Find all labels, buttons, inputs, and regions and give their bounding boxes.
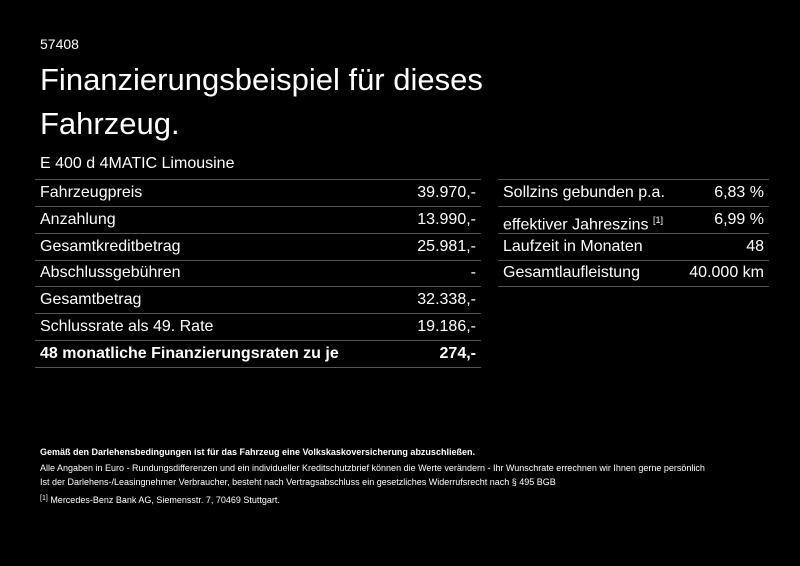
row-label: Anzahlung [40, 210, 116, 228]
code: 57408 [40, 36, 79, 52]
table-row: Fahrzeugpreis 39.970,- [35, 180, 481, 207]
row-value: 40.000 km [689, 264, 764, 282]
row-label: Abschlussgebühren [40, 264, 181, 282]
row-label: Fahrzeugpreis [40, 184, 143, 201]
row-label: 48 monatliche Finanzierungsraten zu je [40, 344, 339, 362]
table-top-line [498, 179, 769, 180]
row-value: 25.981,- [417, 237, 476, 255]
footnote: [1] Mercedes-Benz Bank AG, Siemensstr. 7… [40, 495, 280, 505]
table-row: Schlussrate als 49. Rate 19.186,- [35, 314, 481, 341]
footer-text: Alle Angaben in Euro - Rundungsdifferenz… [40, 463, 705, 473]
title: Finanzierungsbeispiel für dieses [40, 62, 483, 97]
row-label-wrap: Laufzeit in Monaten [503, 234, 643, 260]
footnote-text: Mercedes-Benz Bank AG, Siemensstr. 7, 70… [50, 495, 280, 505]
table-row: Gesamtbetrag 32.338,- [35, 287, 481, 315]
row-label: Gesamtkreditbetrag [40, 237, 181, 255]
row-label-wrap: Gesamtlaufleistung [503, 260, 640, 286]
footnote-marker: [1] [40, 495, 48, 502]
row-label: Laufzeit in Monaten [503, 237, 643, 255]
row-value: 32.338,- [417, 291, 476, 309]
row-value: 48 [746, 237, 764, 255]
footer-text: Ist der Darlehens-/Leasingnehmer Verbrau… [40, 477, 556, 487]
row-value: 39.970,- [417, 184, 476, 201]
row-label: Sollzins gebunden p.a. [503, 184, 665, 201]
row-value: 274,- [439, 344, 476, 362]
row-label: Schlussrate als 49. Rate [40, 318, 214, 335]
table-row: Gesamtkreditbetrag 25.981,- [35, 234, 481, 261]
table-row: Gesamtlaufleistung 40.000 km [498, 260, 769, 288]
table-row: Sollzins gebunden p.a. 6,83 % [498, 180, 769, 207]
row-value: 6,99 % [714, 210, 764, 228]
table-row: Anzahlung 13.990,- [35, 207, 481, 234]
row-value: 19.186,- [417, 318, 476, 335]
row-label-wrap: effektiver Jahreszins [1] [503, 207, 663, 238]
table-top-line [35, 179, 481, 180]
row-label: effektiver Jahreszins [503, 216, 649, 234]
table-row: Abschlussgebühren - [35, 260, 481, 288]
row-label: Gesamtbetrag [40, 291, 142, 309]
table-row: effektiver Jahreszins [1] 6,99 % [498, 207, 769, 234]
row-value: 13.990,- [417, 210, 476, 228]
model: E 400 d 4MATIC Limousine [40, 155, 235, 172]
table-row: Laufzeit in Monaten 48 [498, 234, 769, 261]
row-value: 6,83 % [714, 184, 764, 201]
title: Fahrzeug. [40, 106, 180, 141]
row-label-wrap: Sollzins gebunden p.a. [503, 180, 665, 206]
footer-note: Gemäß den Darlehensbedingungen ist für d… [40, 447, 475, 457]
row-value: - [470, 264, 476, 282]
row-label: Gesamtlaufleistung [503, 264, 640, 282]
table-row: 48 monatliche Finanzierungsraten zu je 27… [35, 341, 481, 368]
footnote-ref: [1] [653, 214, 664, 225]
